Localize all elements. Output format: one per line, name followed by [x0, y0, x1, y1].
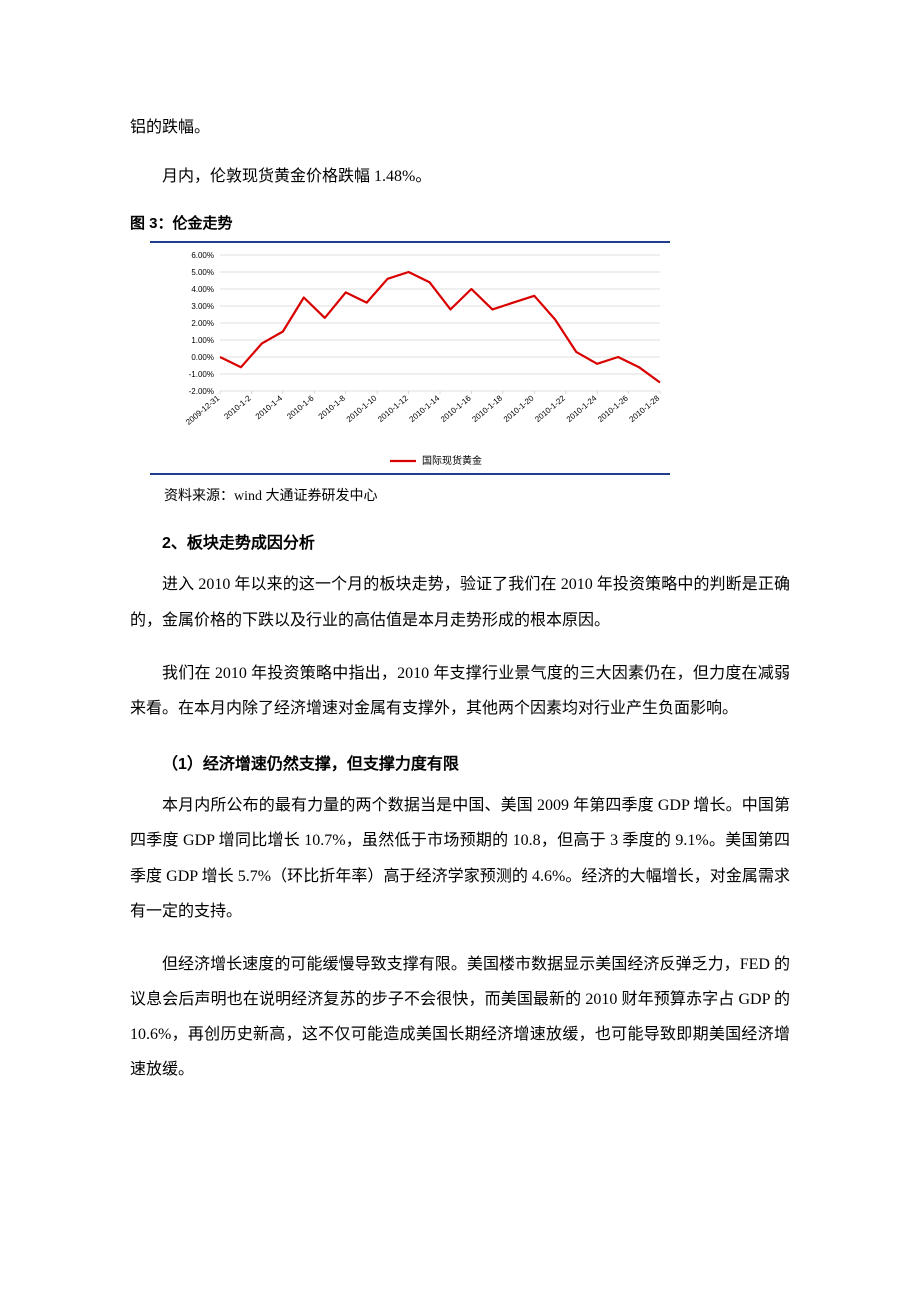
svg-text:2010-1-20: 2010-1-20: [502, 394, 536, 425]
svg-text:国际现货黄金: 国际现货黄金: [422, 454, 482, 467]
svg-text:2010-1-2: 2010-1-2: [222, 394, 253, 422]
svg-text:-1.00%: -1.00%: [189, 370, 214, 379]
svg-text:2010-1-24: 2010-1-24: [565, 394, 599, 425]
section2-title: 2、板块走势成因分析: [130, 529, 790, 553]
svg-text:2010-1-16: 2010-1-16: [439, 394, 473, 425]
svg-text:3.00%: 3.00%: [191, 302, 214, 311]
svg-text:2010-1-14: 2010-1-14: [408, 394, 442, 425]
svg-text:1.00%: 1.00%: [191, 336, 214, 345]
figure-label: 图 3：伦金走势: [130, 212, 790, 233]
subsection1-title: （1）经济增速仍然支撑，但支撑力度有限: [130, 750, 790, 774]
svg-text:2010-1-10: 2010-1-10: [345, 394, 379, 425]
svg-text:4.00%: 4.00%: [191, 285, 214, 294]
svg-text:2010-1-28: 2010-1-28: [628, 394, 662, 425]
svg-text:2010-1-4: 2010-1-4: [254, 394, 285, 422]
top-fragment: 铝的跌幅。: [130, 110, 790, 145]
svg-text:-2.00%: -2.00%: [189, 387, 214, 396]
chart-bottom-rule: [150, 473, 670, 475]
svg-text:5.00%: 5.00%: [191, 268, 214, 277]
svg-text:6.00%: 6.00%: [191, 251, 214, 260]
svg-text:2010-1-22: 2010-1-22: [533, 394, 567, 425]
intro-line: 月内，伦敦现货黄金价格跌幅 1.48%。: [130, 159, 790, 194]
svg-text:2.00%: 2.00%: [191, 319, 214, 328]
svg-text:2010-1-26: 2010-1-26: [596, 394, 630, 425]
chart-container: 6.00% 5.00% 4.00% 3.00% 2.00% 1.00% 0.00% -1.00…: [150, 241, 790, 475]
svg-text:2009-12-31: 2009-12-31: [184, 394, 222, 428]
gold-trend-chart: 6.00% 5.00% 4.00% 3.00% 2.00% 1.00% 0.00% -1.00…: [150, 243, 670, 473]
chart-source: 资料来源：wind 大通证券研发中心: [164, 485, 790, 505]
paragraph-1: 进入 2010 年以来的这一个月的板块走势，验证了我们在 2010 年投资策略中…: [130, 567, 790, 637]
svg-text:2010-1-18: 2010-1-18: [470, 394, 504, 425]
svg-text:2010-1-8: 2010-1-8: [317, 394, 348, 422]
paragraph-3: 本月内所公布的最有力量的两个数据当是中国、美国 2009 年第四季度 GDP 增…: [130, 788, 790, 929]
svg-text:2010-1-6: 2010-1-6: [285, 394, 316, 422]
paragraph-2: 我们在 2010 年投资策略中指出，2010 年支撑行业景气度的三大因素仍在，但…: [130, 656, 790, 726]
svg-text:2010-1-12: 2010-1-12: [376, 394, 410, 425]
svg-text:0.00%: 0.00%: [191, 353, 214, 362]
paragraph-4: 但经济增长速度的可能缓慢导致支撑有限。美国楼市数据显示美国经济反弹乏力，FED …: [130, 947, 790, 1088]
